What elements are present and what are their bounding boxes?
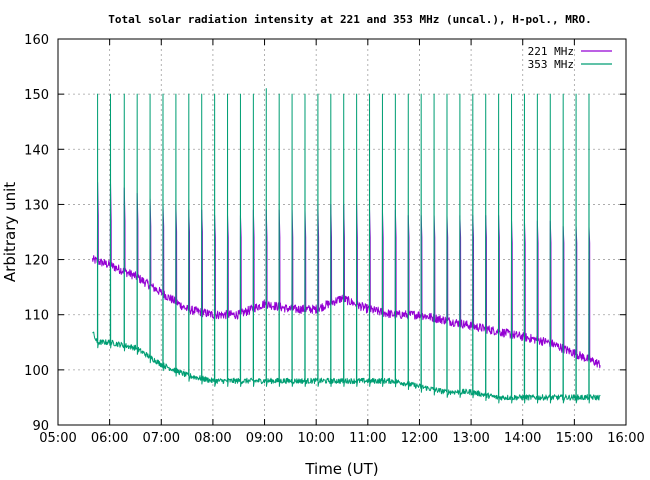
- x-tick-label: 08:00: [194, 431, 231, 446]
- series-line-221mhz: [91, 181, 601, 369]
- x-tick-label: 07:00: [143, 431, 180, 446]
- y-tick-label: 130: [24, 198, 49, 213]
- plot-frame: [57, 38, 627, 426]
- x-tick-label: 05:00: [39, 431, 76, 446]
- x-tick-label: 15:00: [556, 431, 593, 446]
- y-tick-label: 90: [32, 419, 49, 434]
- x-tick-label: 11:00: [349, 431, 386, 446]
- legend-label: 353 MHz: [528, 58, 574, 71]
- series-line-353mhz: [92, 88, 601, 404]
- x-tick-label: 14:00: [504, 431, 541, 446]
- x-axis-label: Time (UT): [304, 460, 378, 478]
- x-tick-label: 13:00: [452, 431, 489, 446]
- x-tick-label: 09:00: [246, 431, 283, 446]
- x-tick-label: 10:00: [297, 431, 334, 446]
- x-tick-label: 06:00: [91, 431, 128, 446]
- x-tick-label: 16:00: [607, 431, 644, 446]
- y-tick-label: 160: [24, 33, 49, 48]
- y-axis-label: Arbitrary unit: [1, 182, 19, 282]
- grid-lines: [57, 38, 627, 426]
- axis-ticks: 05:00 06:00 07:00 08:00 09:00 10:00 11:00 12:00…: [24, 33, 645, 446]
- x-tick-label: 12:00: [401, 431, 438, 446]
- y-tick-label: 100: [24, 364, 49, 379]
- y-tick-label: 120: [24, 254, 49, 269]
- chart-title: Total solar radiation intensity at 221 a…: [108, 13, 591, 26]
- y-tick-label: 110: [24, 309, 49, 324]
- legend-label: 221 MHz: [528, 45, 574, 58]
- y-tick-label: 150: [24, 88, 49, 103]
- y-tick-label: 140: [24, 143, 49, 158]
- series-layer: [91, 88, 601, 404]
